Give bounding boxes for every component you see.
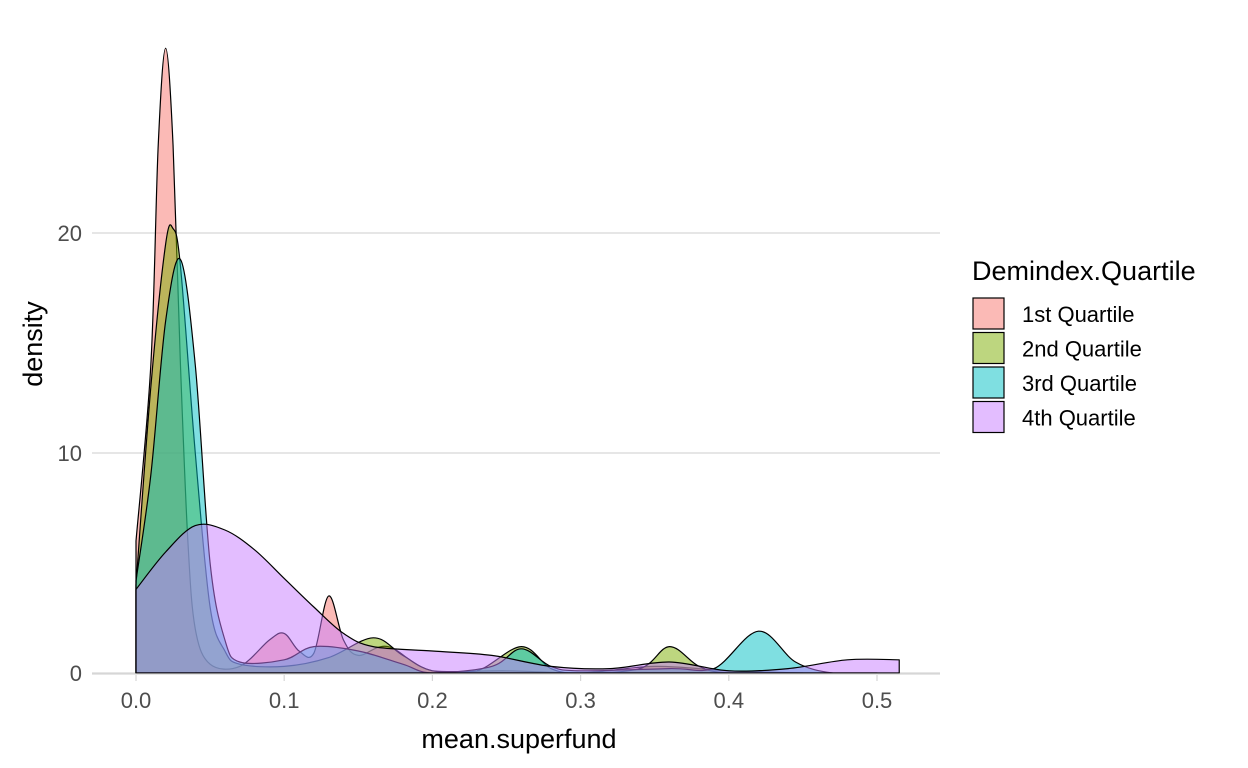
x-tick-label-2: 0.2 (417, 688, 448, 713)
x-tick-label-4: 0.4 (714, 688, 745, 713)
x-tick-label-3: 0.3 (565, 688, 596, 713)
legend-title: Demindex.Quartile (972, 256, 1196, 286)
y-tick-label-1: 10 (58, 441, 82, 466)
density-area-4 (135, 523, 900, 674)
x-tick-label-5: 0.5 (862, 688, 893, 713)
legend-key-3 (972, 366, 1005, 399)
legend-label-3: 3rd Quartile (1022, 371, 1137, 396)
legend-key-1 (972, 297, 1005, 330)
axis-layer: 0.0 0.1 0.2 0.3 0.4 0.5 0 10 20 (58, 221, 940, 713)
legend-key-2 (972, 331, 1005, 365)
legend-label-1: 1st Quartile (1022, 302, 1135, 327)
series-layer (135, 47, 900, 674)
legend-label-2: 2nd Quartile (1022, 337, 1142, 362)
x-tick-label-1: 0.1 (269, 688, 300, 713)
legend-key-4 (972, 400, 1005, 434)
x-axis-title: mean.superfund (421, 724, 616, 754)
y-tick-label-2: 20 (58, 221, 82, 246)
y-tick-label-0: 0 (70, 661, 82, 686)
x-tick-label-0: 0.0 (121, 688, 152, 713)
legend: Demindex.Quartile 1st Quartile 2nd Quarti… (972, 256, 1196, 434)
y-axis-title: density (18, 301, 48, 387)
legend-label-4: 4th Quartile (1022, 406, 1136, 431)
